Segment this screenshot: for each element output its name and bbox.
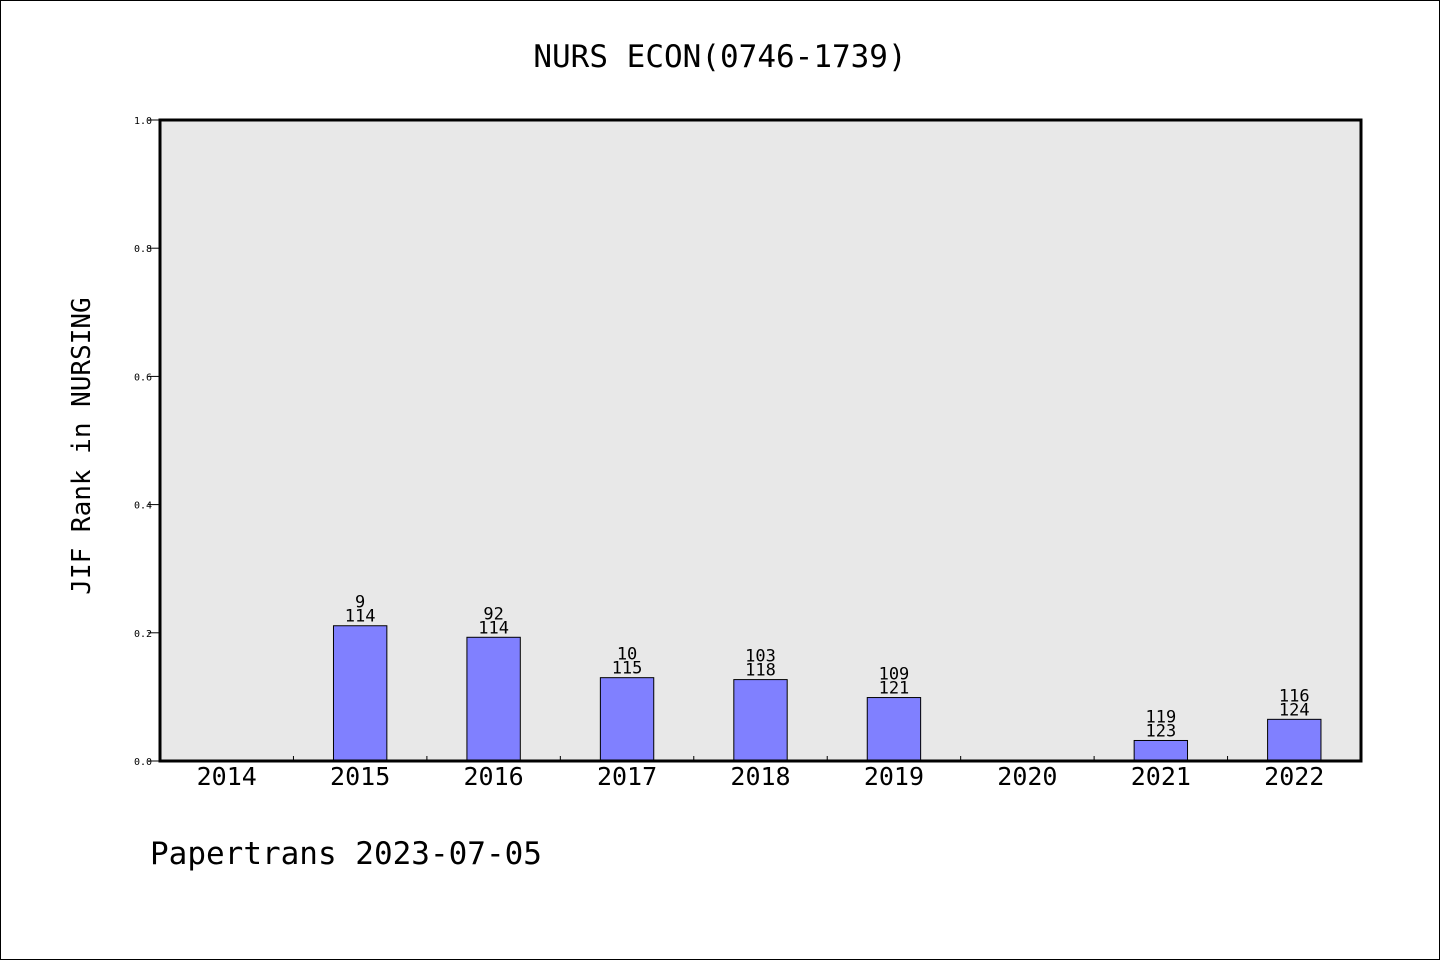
x-tick-label: 2020 — [997, 762, 1057, 791]
bar-total-label: 114 — [345, 607, 376, 627]
y-tick-label: 0.0 — [134, 757, 152, 768]
y-tick-label: 0.4 — [134, 501, 152, 512]
x-tick-label: 2016 — [464, 762, 524, 791]
y-tick-label: 0.6 — [134, 372, 152, 383]
footer-credit: Papertrans 2023-07-05 — [150, 836, 542, 872]
bar-2019 — [866, 697, 922, 762]
bar-2022 — [1267, 718, 1322, 762]
bar-total-label: 123 — [1145, 721, 1176, 741]
x-tick-label: 2022 — [1264, 762, 1324, 791]
bar-2021 — [1133, 739, 1189, 762]
chart-title: NURS ECON(0746-1739) — [533, 39, 906, 75]
x-tick-label: 2018 — [730, 762, 790, 791]
x-tick-label: 2015 — [330, 762, 390, 791]
bar-rank-label: 103 — [745, 647, 776, 667]
bar-rank-label: 109 — [879, 665, 910, 685]
y-tick-label: 0.8 — [134, 244, 152, 255]
y-tick-label: 0.2 — [134, 629, 152, 640]
y-axis-label: JIF Rank in NURSING — [67, 297, 97, 594]
bar-total-label: 121 — [879, 679, 910, 699]
bar-2016 — [466, 636, 521, 762]
bar-total-label: 114 — [478, 618, 509, 638]
bar-total-label: 115 — [612, 659, 643, 679]
bar-rank-label: 116 — [1279, 686, 1310, 706]
plot-border — [158, 118, 1363, 763]
bars — [332, 625, 1322, 762]
bar-2018 — [733, 679, 788, 762]
bar-total-label: 124 — [1279, 700, 1310, 720]
x-tick-label: 2021 — [1131, 762, 1191, 791]
bar-2017 — [599, 677, 655, 762]
bar-rank-label: 119 — [1145, 707, 1176, 727]
x-ticks: 2014 2015 2016 2017 2018 2019 2020 2021 2022 — [197, 756, 1324, 791]
bar-2015 — [332, 625, 388, 762]
bar-total-label: 118 — [745, 661, 776, 681]
bar-rank-label: 10 — [617, 645, 637, 665]
x-tick-label: 2014 — [197, 762, 257, 791]
y-ticks: 0.0 0.2 0.4 0.6 0.8 1.0 — [134, 116, 160, 768]
bar-rank-label: 9 — [355, 593, 365, 613]
y-tick-label: 1.0 — [134, 116, 152, 127]
x-tick-label: 2019 — [864, 762, 924, 791]
x-tick-label: 2017 — [597, 762, 657, 791]
bar-rank-label: 92 — [483, 604, 503, 624]
